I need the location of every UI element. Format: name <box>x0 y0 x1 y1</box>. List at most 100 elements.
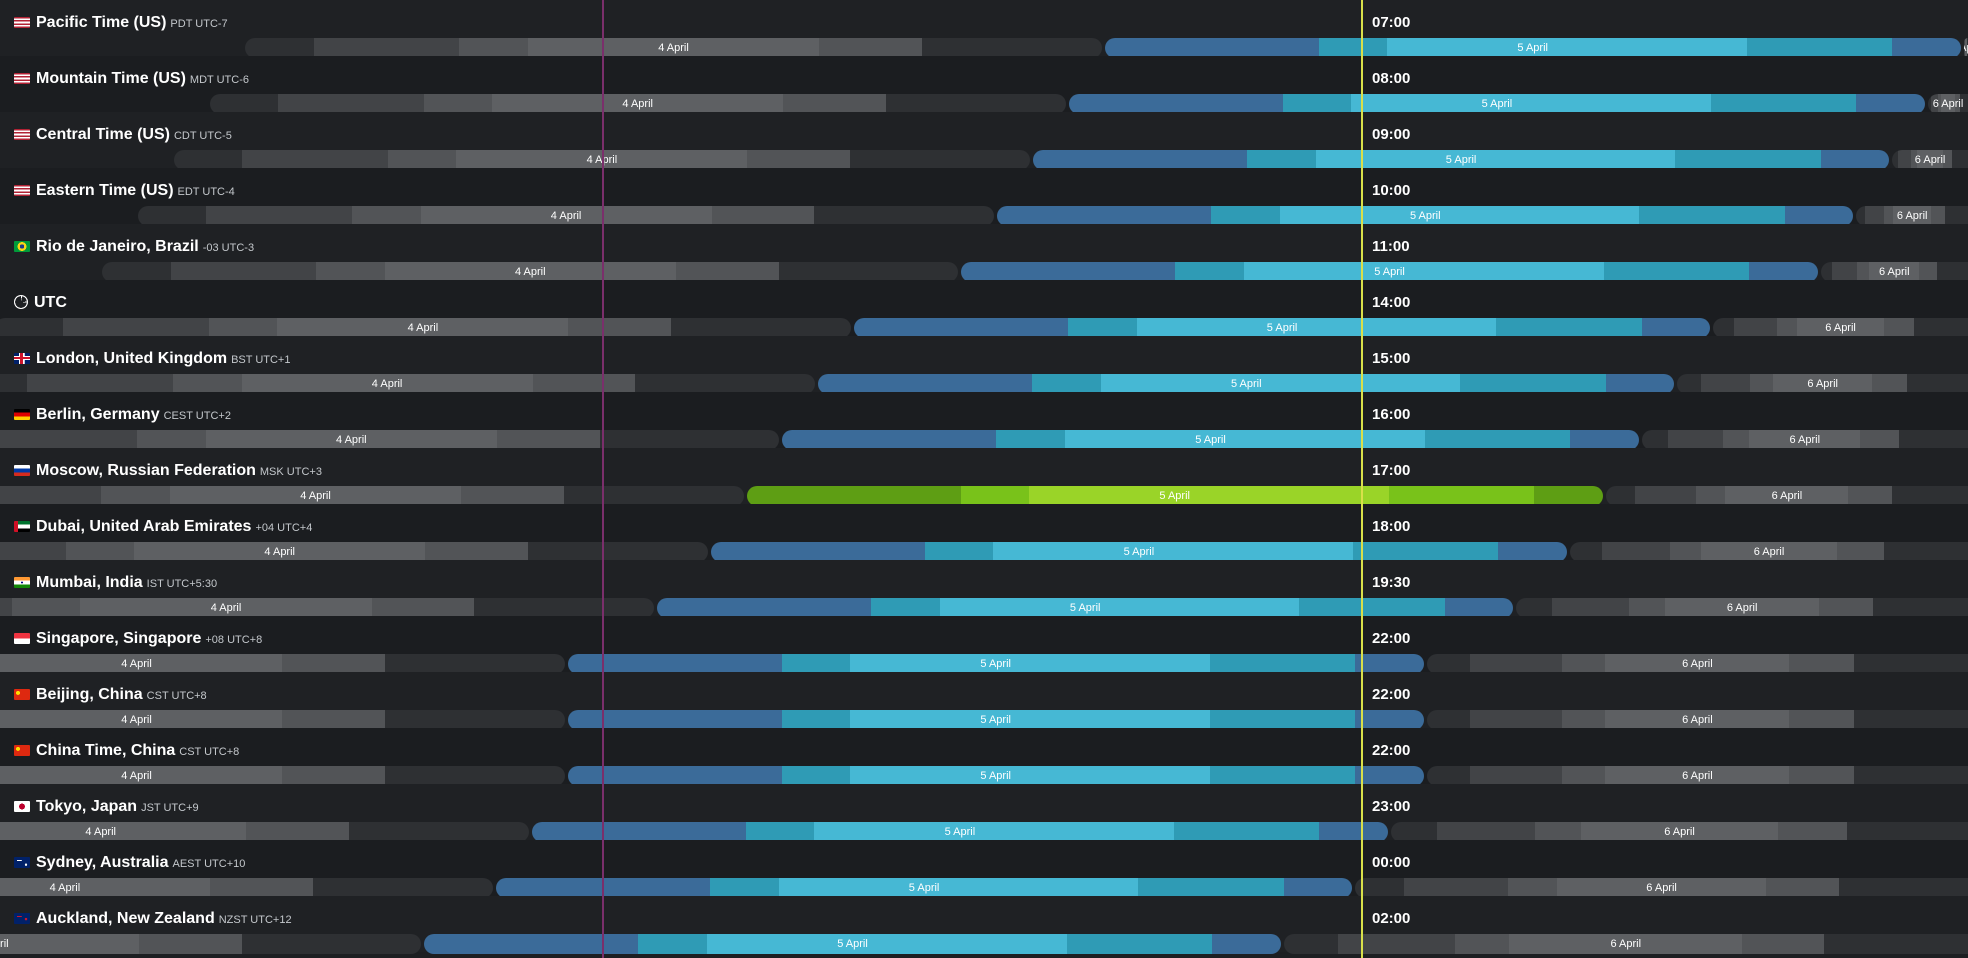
day-bar-current[interactable]: 5 April <box>997 206 1854 226</box>
day-bar-current[interactable]: 5 April <box>1033 150 1890 170</box>
day-bar-prev[interactable]: 4 April <box>0 710 565 730</box>
day-bar-next[interactable]: 6 April <box>1856 206 1968 226</box>
day-segment <box>1938 94 1942 114</box>
day-label: 4 April <box>300 490 331 502</box>
day-segment <box>1243 262 1606 282</box>
day-segment <box>960 486 1031 506</box>
day-bar-prev[interactable]: 4 April <box>0 878 493 898</box>
timezone-row[interactable]: Mountain Time (US) MDT UTC-6 08:00 4 April 5… <box>0 56 1968 114</box>
day-bar-prev[interactable]: 4 April <box>138 206 995 226</box>
timezone-row[interactable]: Dubai, United Arab Emirates +04 UTC+4 18:0… <box>0 504 1968 562</box>
day-bar-prev[interactable]: 4 April <box>0 430 780 450</box>
day-bar-prev[interactable]: 4 April <box>0 822 529 842</box>
timezone-name: Berlin, Germany <box>36 406 160 423</box>
day-bar-next[interactable]: 6 April <box>1426 766 1968 786</box>
day-bar-current[interactable]: 5 April <box>961 262 1818 282</box>
day-segment <box>1535 822 1583 842</box>
day-bar-prev[interactable]: 4 April <box>0 654 565 674</box>
current-local-time: 14:00 <box>1372 294 1411 311</box>
day-bar-prev[interactable]: 4 April <box>245 38 1102 58</box>
day-bar-current[interactable]: 5 April <box>567 766 1424 786</box>
day-bar-current[interactable]: 5 April <box>710 542 1567 562</box>
day-bar-current[interactable]: 5 April <box>531 822 1388 842</box>
current-local-time: 09:00 <box>1372 126 1411 143</box>
timezone-row[interactable]: Eastern Time (US) EDT UTC-4 10:00 4 April 5 … <box>0 168 1968 226</box>
day-bar-next[interactable]: 6 April <box>1605 486 1968 506</box>
timezone-name: Mountain Time (US) <box>36 70 186 87</box>
day-bar-current[interactable]: 5 April <box>567 710 1424 730</box>
timezone-row[interactable]: Rio de Janeiro, Brazil -03 UTC-3 11:00 4 Ap… <box>0 224 1968 282</box>
timezone-row[interactable]: Pacific Time (US) PDT UTC-7 07:00 4 April 5 … <box>0 0 1968 58</box>
day-bar-current[interactable]: 5 April <box>1104 38 1961 58</box>
day-bar-next[interactable]: 6 April <box>1570 542 1968 562</box>
day-bar-next[interactable]: 6 April <box>1426 710 1968 730</box>
day-bar-prev[interactable]: 4 April <box>0 598 655 618</box>
day-label: 5 April <box>1374 266 1405 278</box>
day-bar-next[interactable]: 6 April <box>1820 262 1968 282</box>
day-segment <box>173 374 244 394</box>
day-bar-prev[interactable]: 4 April <box>0 542 708 562</box>
day-bar-next[interactable]: 6 April <box>1677 374 1968 394</box>
day-bar-prev[interactable]: 4 April <box>0 486 744 506</box>
current-time-line[interactable] <box>1361 0 1363 958</box>
timezone-row[interactable]: China Time, China CST UTC+8 22:00 4 April 5 … <box>0 728 1968 786</box>
day-bar-next[interactable]: 6 April <box>1355 878 1968 898</box>
day-bar-current[interactable]: 5 April <box>818 374 1675 394</box>
day-bar-current[interactable]: 5 April <box>496 878 1353 898</box>
timezone-abbreviation: EDT UTC-4 <box>177 186 235 198</box>
day-bar-prev[interactable]: 4 April <box>0 766 565 786</box>
day-segment <box>671 318 851 338</box>
day-bar-next[interactable]: 6 April <box>1641 430 1968 450</box>
timezone-row[interactable]: Tokyo, Japan JST UTC+9 23:00 4 April 5 April… <box>0 784 1968 842</box>
au-flag-icon <box>14 857 30 868</box>
day-bar-next[interactable]: 6 April <box>1426 654 1968 674</box>
day-bar-next[interactable]: 6 April <box>1283 934 1968 954</box>
day-segment <box>1710 94 1859 114</box>
timezone-row[interactable]: Central Time (US) CDT UTC-5 09:00 4 April 5 … <box>0 112 1968 170</box>
day-segment <box>747 150 852 170</box>
day-bar-current[interactable]: 5 April <box>746 486 1603 506</box>
day-bar-prev[interactable]: 4 April <box>0 374 816 394</box>
day-bar-next[interactable]: 6 April <box>1713 318 1968 338</box>
day-segment <box>420 206 714 226</box>
day-label: 5 April <box>944 826 976 838</box>
timezone-label: Moscow, Russian Federation MSK UTC+3 <box>14 460 322 482</box>
timezone-abbreviation: BST UTC+1 <box>231 354 291 366</box>
timezone-row[interactable]: Singapore, Singapore +08 UTC+8 22:00 4 Apri… <box>0 616 1968 674</box>
timezone-row[interactable]: Berlin, Germany CEST UTC+2 16:00 4 April 5 A… <box>0 392 1968 450</box>
day-segment <box>0 766 284 786</box>
day-segment <box>1352 542 1501 562</box>
day-bar-current[interactable]: 5 April <box>657 598 1514 618</box>
reference-time-line[interactable] <box>602 0 604 958</box>
current-local-time: 02:00 <box>1372 910 1411 927</box>
day-segment <box>1742 934 1826 954</box>
timezone-row[interactable]: Sydney, Australia AEST UTC+10 00:00 4 April… <box>0 840 1968 898</box>
day-segment <box>138 206 209 226</box>
current-local-time: 15:00 <box>1372 350 1411 367</box>
timezone-row[interactable]: Mumbai, India IST UTC+5:30 19:30 4 April 5 A… <box>0 560 1968 618</box>
day-label: 5 April <box>1517 42 1548 54</box>
timezone-row[interactable]: UTC 14:00 4 April 5 April 6 April <box>0 280 1968 338</box>
day-bar-prev[interactable]: 4 April <box>209 94 1066 114</box>
day-segment <box>1338 934 1457 954</box>
day-bar-next[interactable]: 6 April <box>1928 94 1968 114</box>
day-bar-next[interactable]: 6 April <box>1391 822 1968 842</box>
day-bar-next[interactable]: 6 April <box>1892 150 1968 170</box>
day-bar-current[interactable]: 5 April <box>854 318 1711 338</box>
day-bar-prev[interactable]: 4 April <box>102 262 959 282</box>
day-bar-next[interactable]: 6 April <box>1963 38 1968 58</box>
day-bar-prev[interactable]: 4 April <box>0 318 851 338</box>
timezone-row[interactable]: London, United Kingdom BST UTC+1 15:00 4 Ap… <box>0 336 1968 394</box>
day-segment <box>102 262 173 282</box>
day-bar-next[interactable]: 6 April <box>1516 598 1968 618</box>
day-bar-current[interactable]: 5 April <box>782 430 1639 450</box>
day-segment <box>1869 262 1920 282</box>
day-bar-current[interactable]: 5 April <box>567 654 1424 674</box>
timezone-row[interactable]: Beijing, China CST UTC+8 22:00 4 April 5 Apr… <box>0 672 1968 730</box>
day-bar-current[interactable]: 5 April <box>424 934 1281 954</box>
day-segment <box>1388 486 1536 506</box>
day-bar-current[interactable]: 5 April <box>1068 94 1925 114</box>
timezone-row[interactable]: Moscow, Russian Federation MSK UTC+3 17:00… <box>0 448 1968 506</box>
day-bar-prev[interactable]: 4 April <box>0 934 422 954</box>
